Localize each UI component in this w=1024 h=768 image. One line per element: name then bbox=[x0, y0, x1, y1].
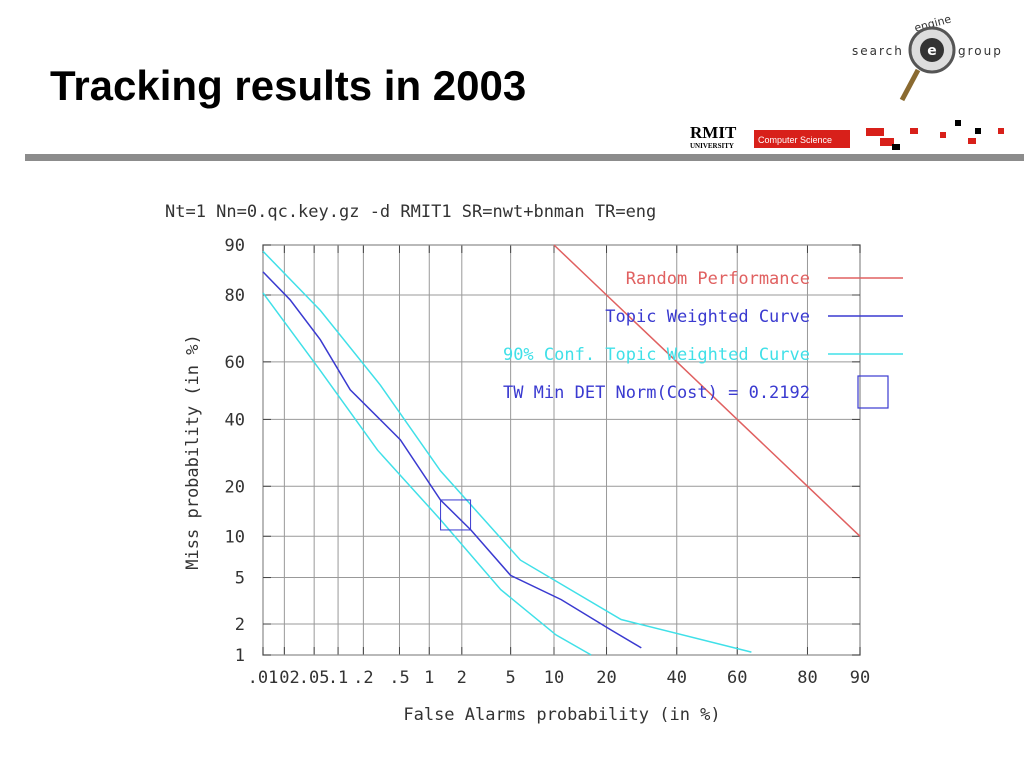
y-tick-label: 5 bbox=[235, 569, 245, 589]
y-tick-label: 60 bbox=[225, 353, 245, 373]
logo-handle bbox=[899, 68, 921, 102]
legend-label: Random Performance bbox=[626, 269, 810, 289]
logo-gear bbox=[920, 38, 944, 62]
logo-left: search bbox=[852, 44, 904, 58]
dept: Computer Science bbox=[758, 135, 832, 145]
logo: search group engine e RMIT UNIVERSITY Co… bbox=[690, 12, 1004, 150]
x-tick-label: 1 bbox=[424, 668, 434, 688]
x-tick-label: .1 bbox=[328, 668, 348, 688]
logo-right: group bbox=[958, 44, 1003, 58]
logo-badge: e bbox=[927, 43, 937, 59]
curve bbox=[553, 244, 861, 537]
slide-title: Tracking results in 2003 bbox=[50, 62, 526, 109]
x-tick-label: 80 bbox=[797, 668, 817, 688]
y-tick-label: 40 bbox=[225, 410, 245, 430]
legend-box bbox=[857, 375, 889, 409]
x-tick-label: 10 bbox=[544, 668, 564, 688]
x-tick-label: .01 bbox=[248, 668, 279, 688]
y-tick-label: 1 bbox=[235, 646, 245, 666]
min-det-marker bbox=[440, 499, 472, 531]
min-det-label: TW Min DET Norm(Cost) = 0.2192 bbox=[503, 383, 810, 403]
x-tick-label: 5 bbox=[506, 668, 516, 688]
logo-dots bbox=[866, 120, 1004, 150]
x-tick-label: 20 bbox=[596, 668, 616, 688]
chart-title: Nt=1 Nn=0.qc.key.gz -d RMIT1 SR=nwt+bnma… bbox=[165, 202, 656, 222]
y-tick-label: 20 bbox=[225, 477, 245, 497]
y-axis-label: Miss probability (in %) bbox=[183, 334, 203, 569]
org: RMIT bbox=[690, 123, 737, 142]
divider bbox=[25, 154, 1024, 161]
x-tick-label: .02 bbox=[269, 668, 300, 688]
y-tick-label: 2 bbox=[235, 615, 245, 635]
org-sub: UNIVERSITY bbox=[690, 142, 734, 150]
x-tick-label: 90 bbox=[850, 668, 870, 688]
y-tick-label: 80 bbox=[225, 286, 245, 306]
curve bbox=[262, 250, 752, 653]
legend-label: 90% Conf. Topic Weighted Curve bbox=[503, 345, 810, 365]
y-tick-label: 90 bbox=[225, 236, 245, 256]
x-tick-label: .2 bbox=[353, 668, 373, 688]
x-axis-label: False Alarms probability (in %) bbox=[403, 705, 720, 725]
y-tick-label: 10 bbox=[225, 527, 245, 547]
curve bbox=[262, 271, 642, 649]
x-tick-label: 2 bbox=[457, 668, 467, 688]
dept-band bbox=[754, 130, 850, 148]
x-tick-label: .5 bbox=[389, 668, 409, 688]
x-tick-label: 60 bbox=[727, 668, 747, 688]
legend-label: Topic Weighted Curve bbox=[605, 307, 810, 327]
x-tick-label: .05 bbox=[299, 668, 330, 688]
x-tick-label: 40 bbox=[667, 668, 687, 688]
